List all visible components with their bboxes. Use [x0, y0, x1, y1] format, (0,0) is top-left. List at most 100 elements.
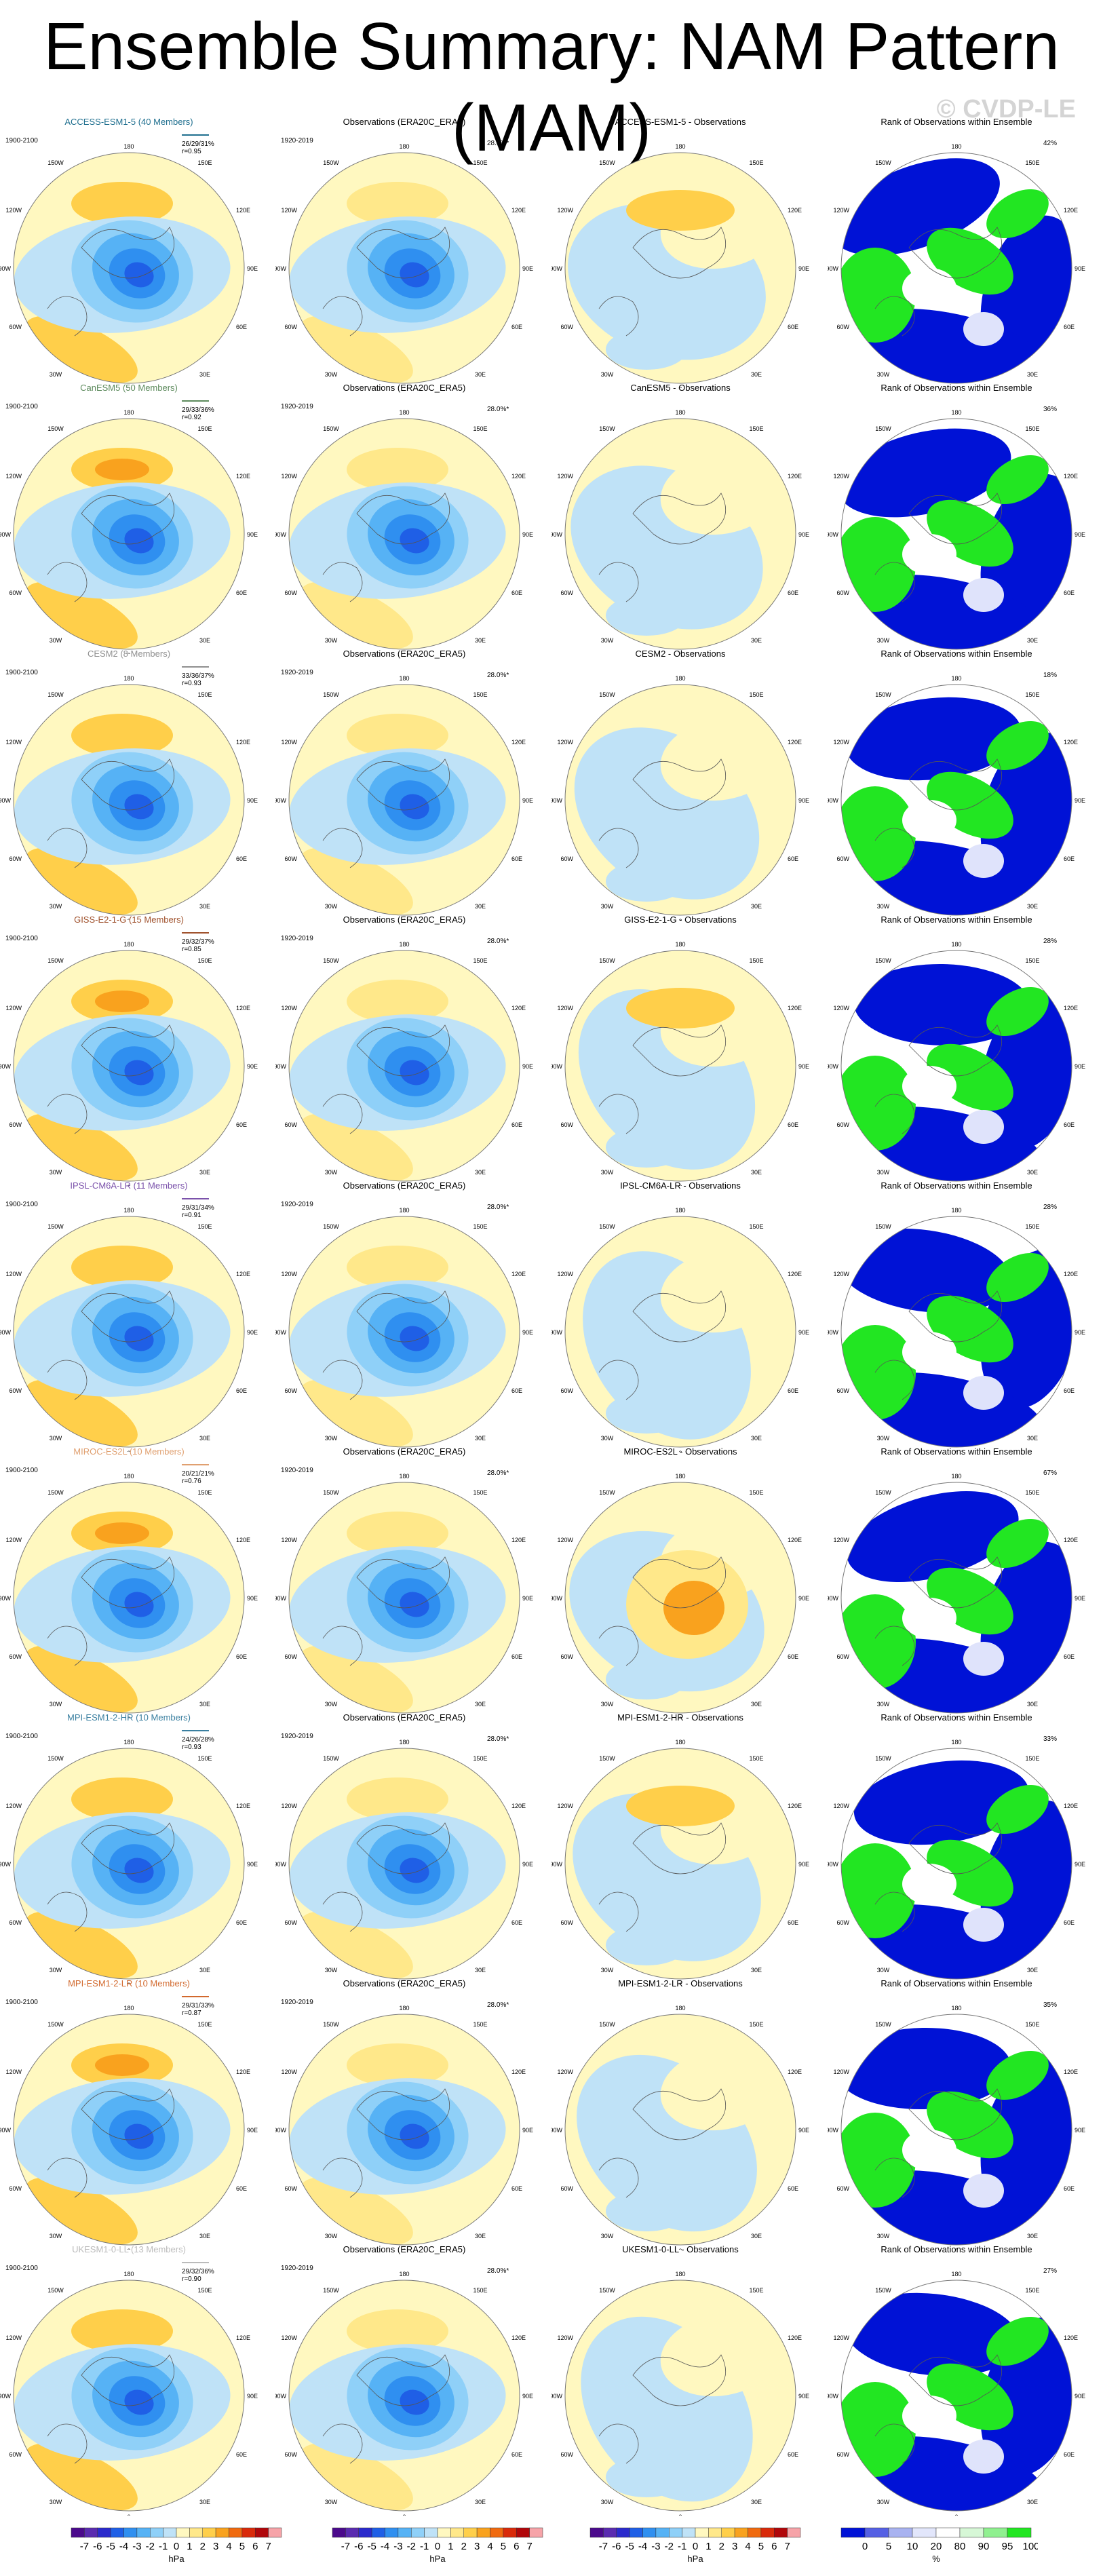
- colorbar-tick-label: 1: [448, 2541, 453, 2552]
- coastline: [356, 493, 450, 545]
- map-field: [289, 685, 520, 915]
- model-title: MIROC-ES2L (10 Members): [73, 1446, 185, 1457]
- rank-percent: 33%: [1043, 1735, 1058, 1743]
- colorbar-swatch: [490, 2527, 504, 2538]
- longitude-label: 90E: [247, 265, 258, 272]
- longitude-label: 30W: [50, 903, 62, 910]
- longitude-label: 120W: [281, 1271, 297, 1277]
- map-field: [14, 419, 244, 649]
- colorbar-tick-label: -1: [159, 2541, 168, 2552]
- map-border: [840, 418, 1072, 650]
- longitude-label: 60E: [1064, 1919, 1075, 1926]
- period-label: 1900-2100: [5, 1201, 38, 1208]
- rank-white-region: [902, 268, 956, 309]
- coastline: [874, 1891, 915, 1932]
- longitude-label: 60E: [236, 1121, 247, 1128]
- colorbar-tick-label: -2: [407, 2541, 416, 2552]
- period-label: 1900-2100: [5, 935, 38, 942]
- diff-map-panel: 180150W150E120W120E90W90E60W60E30W30E0IP…: [552, 1180, 809, 1452]
- period-label: 1920-2019: [281, 1999, 313, 2006]
- colorbar-swatch: [176, 2527, 190, 2538]
- map-border: [840, 684, 1072, 916]
- colorbar-swatch: [358, 2527, 372, 2538]
- rank-title: Rank of Observations within Ensemble: [881, 915, 1032, 925]
- anomaly-negative-region: [606, 1659, 687, 1699]
- longitude-label: 60E: [788, 1121, 798, 1128]
- polar-map: 180 150W 150E 120W 120E 90W 90E 60W 60E 30W 30E 0: [275, 1473, 533, 1718]
- coastline: [598, 296, 639, 337]
- longitude-label: 0: [402, 1982, 406, 1984]
- map-border: [13, 418, 245, 650]
- longitude-label: 120W: [281, 473, 297, 480]
- longitude-label: 30E: [751, 1701, 762, 1708]
- longitude-label: 90E: [798, 797, 809, 804]
- longitude-label: 30W: [50, 1169, 62, 1176]
- colorbar-swatch: [864, 2527, 889, 2538]
- coastline: [81, 1290, 175, 1343]
- coastline: [908, 227, 1003, 279]
- longitude-label: 180: [123, 409, 134, 416]
- longitude-label: 30W: [50, 2233, 62, 2239]
- longitude-label: 0: [678, 1450, 682, 1452]
- polar-low-core: [400, 2123, 429, 2149]
- rank-green-region: [986, 720, 1049, 771]
- longitude-label: 90W: [0, 1861, 11, 1868]
- longitude-label: 120W: [281, 1803, 297, 1809]
- longitude-label: 30E: [475, 903, 486, 910]
- longitude-label: 150E: [197, 2287, 212, 2294]
- spread-glyph: [182, 932, 209, 938]
- anomaly-negative-region: [606, 595, 687, 636]
- longitude-label: 150W: [47, 425, 64, 432]
- colorbar-swatch: [136, 2527, 151, 2538]
- longitude-label: 90W: [552, 1329, 562, 1336]
- rank-lightblue-region: [963, 2440, 1004, 2474]
- map-border: [13, 152, 245, 384]
- longitude-label: 90W: [275, 1595, 286, 1602]
- rank-blue-region: [980, 732, 1072, 892]
- longitude-label: 150W: [875, 425, 891, 432]
- rank-white-region: [902, 800, 956, 841]
- longitude-label: 150W: [47, 957, 64, 964]
- coastline: [356, 1556, 450, 1609]
- longitude-label: 180: [123, 1739, 134, 1746]
- longitude-label: 90W: [0, 1595, 11, 1602]
- longitude-label: 120E: [788, 1537, 802, 1543]
- polar-map: 180 150W 150E 120W 120E 90W 90E 60W 60E 30W 30E 0: [275, 2271, 533, 2516]
- anomaly-negative-region: [606, 1925, 687, 1965]
- coastline: [322, 562, 363, 602]
- longitude-label: 180: [951, 941, 961, 948]
- polar-low-core: [400, 1592, 429, 1617]
- longitude-label: 90E: [247, 531, 258, 538]
- longitude-label: 30W: [325, 1701, 338, 1708]
- model-map-panel: 180150W150E120W120E90W90E60W60E30W30E0IP…: [0, 1180, 258, 1452]
- map-field: [14, 950, 244, 1181]
- model-map-panel: 180150W150E120W120E90W90E60W60E30W30E0MP…: [0, 1712, 258, 1984]
- pacific-high-lobe: [71, 714, 173, 757]
- longitude-label: 120E: [236, 1803, 250, 1809]
- longitude-label: 150E: [197, 1223, 212, 1230]
- longitude-label: 0: [402, 2248, 406, 2250]
- colorbar-swatch: [476, 2527, 490, 2538]
- longitude-label: 90E: [798, 1329, 809, 1336]
- longitude-label: 30W: [325, 1435, 338, 1442]
- rank-lightblue-region: [963, 578, 1004, 612]
- longitude-label: 60E: [511, 324, 522, 330]
- period-label: 1900-2100: [5, 2265, 38, 2272]
- longitude-label: 60W: [836, 2185, 849, 2192]
- longitude-label: 180: [675, 1473, 685, 1480]
- longitude-label: 60W: [9, 590, 22, 596]
- longitude-label: 0: [954, 918, 958, 920]
- longitude-label: 120W: [833, 2069, 849, 2075]
- longitude-label: 120E: [511, 2334, 526, 2341]
- longitude-label: 90W: [0, 265, 11, 272]
- rank-title: Rank of Observations within Ensemble: [881, 1446, 1032, 1457]
- rank-blue-region: [854, 963, 1030, 1046]
- obs-map-panel: 180 150W 150E 120W 120E 90W 90E 60W 60E 30W 30E 0 Ob…: [275, 117, 533, 388]
- longitude-label: 90E: [798, 2127, 809, 2134]
- colorbar-tick-label: -7: [341, 2541, 350, 2552]
- atlantic-high-lobe: [25, 581, 138, 649]
- coastline: [47, 296, 88, 337]
- longitude-label: 30E: [1027, 1169, 1038, 1176]
- longitude-label: 90W: [552, 797, 562, 804]
- rank-blue-region: [844, 2292, 1020, 2377]
